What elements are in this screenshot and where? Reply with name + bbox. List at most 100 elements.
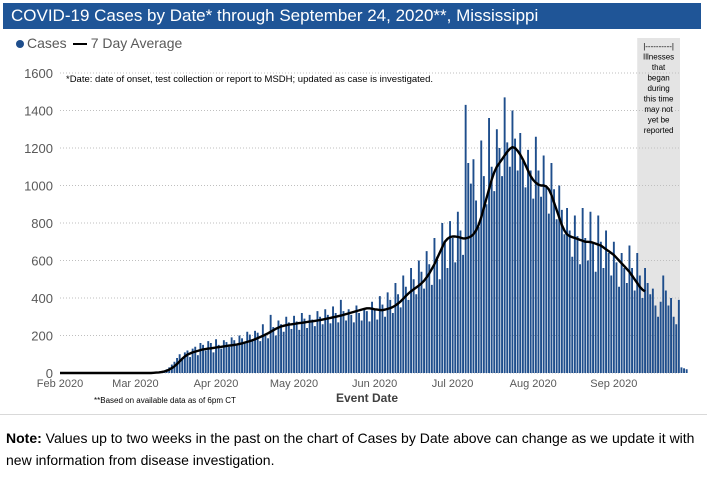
bar: [376, 319, 379, 373]
bar: [683, 368, 685, 373]
shaded-note-line: during: [647, 84, 669, 93]
bar: [256, 332, 259, 373]
y-tick-label: 1200: [24, 141, 53, 156]
bar: [566, 208, 568, 373]
bar: [404, 286, 407, 373]
bar: [209, 343, 212, 373]
bar: [451, 238, 454, 373]
bar: [412, 279, 415, 373]
bar: [285, 316, 288, 373]
bar: [644, 268, 646, 373]
shaded-note-line: Illnesses: [643, 53, 674, 62]
shaded-note-line: this time: [644, 95, 674, 104]
bar: [204, 350, 207, 373]
bar: [306, 328, 308, 373]
bar: [576, 236, 579, 373]
bar: [516, 170, 519, 373]
bar: [456, 211, 459, 373]
bar: [303, 318, 306, 373]
bar: [649, 294, 652, 373]
bar: [459, 230, 462, 373]
bar: [594, 271, 597, 373]
bar: [217, 344, 220, 373]
bar: [274, 335, 277, 373]
bar: [321, 324, 324, 373]
bar: [425, 251, 428, 373]
chart-title: COVID-19 Cases by Date* through Septembe…: [3, 3, 701, 29]
bar: [677, 299, 680, 373]
bar: [607, 253, 610, 373]
bar: [241, 338, 243, 373]
bar: [498, 148, 501, 373]
x-tick-label: Jun 2020: [352, 378, 397, 390]
legend-cases-label: Cases: [27, 35, 67, 51]
bar: [532, 198, 535, 373]
bar: [228, 346, 230, 373]
bar: [329, 323, 332, 373]
bar: [407, 299, 410, 373]
bar: [410, 268, 412, 373]
bar: [282, 331, 285, 373]
bar: [394, 283, 397, 373]
bar: [480, 140, 483, 373]
bar: [293, 315, 295, 373]
bar: [527, 149, 529, 373]
bar: [581, 208, 584, 373]
bar: [178, 354, 181, 373]
bar: [573, 215, 576, 373]
legend: Cases 7 Day Average: [16, 35, 182, 51]
bar: [347, 309, 350, 373]
bar: [586, 260, 589, 373]
bar: [612, 241, 615, 373]
cases-chart: 0 200 400 600 800 1000 1200 1400 1600 Feb 2020 Mar…: [24, 38, 688, 405]
bar: [472, 159, 475, 373]
bar: [441, 223, 444, 373]
note-label: Note:: [6, 430, 42, 446]
bar: [521, 161, 524, 373]
bar: [501, 176, 503, 373]
shaded-note-line: may not: [644, 105, 673, 114]
bar: [352, 322, 355, 373]
bar: [436, 256, 438, 373]
bar: [339, 299, 342, 373]
bar: [628, 245, 631, 373]
bar: [488, 118, 490, 373]
bar: [277, 320, 280, 373]
bar: [506, 142, 509, 373]
bar: [215, 339, 217, 373]
bar: [610, 275, 613, 373]
bar: [597, 215, 600, 373]
bar: [592, 243, 594, 373]
bar: [186, 350, 189, 373]
bar: [381, 304, 384, 373]
bar: [503, 97, 506, 373]
x-tick-label: Aug 2020: [510, 378, 557, 390]
bar: [636, 253, 639, 373]
bar: [308, 314, 311, 373]
bar: [646, 283, 649, 373]
bar: [230, 337, 233, 373]
shaded-note-line: that: [652, 63, 666, 72]
x-tick-label: Apr 2020: [194, 378, 239, 390]
bar: [264, 333, 267, 373]
bar: [675, 324, 678, 373]
bar: [248, 334, 251, 373]
bar: [267, 338, 269, 373]
bar: [560, 209, 563, 373]
bar: [194, 346, 197, 373]
bar: [212, 352, 215, 373]
bar: [384, 316, 386, 373]
footnote-date: *Date: date of onset, test collection or…: [66, 74, 433, 85]
bar: [189, 357, 191, 373]
y-tick-label: 400: [31, 291, 53, 306]
bar: [680, 367, 683, 373]
bar: [254, 330, 256, 373]
bar: [584, 238, 587, 373]
bar: [555, 219, 558, 373]
bar: [259, 341, 262, 373]
bar: [243, 343, 246, 373]
x-tick-label: Mar 2020: [112, 378, 158, 390]
bar: [495, 129, 498, 373]
bar: [579, 264, 581, 373]
bar: [225, 342, 228, 373]
